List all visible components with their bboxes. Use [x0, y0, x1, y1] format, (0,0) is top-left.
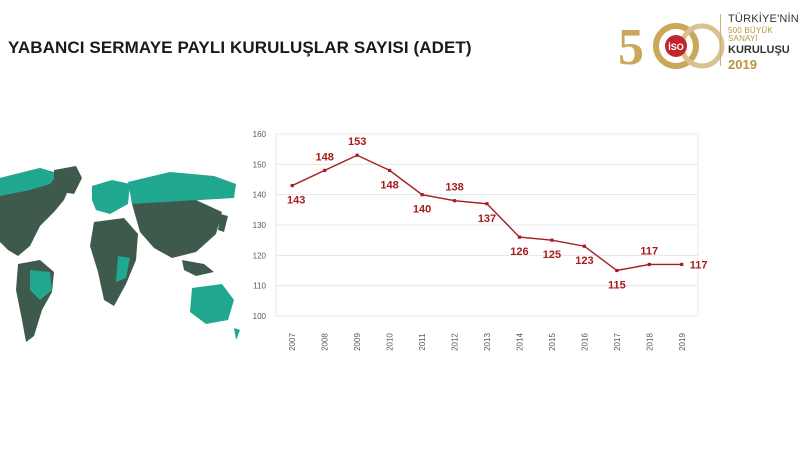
data-label: 143 [287, 195, 305, 207]
logo-text: TÜRKİYE'NİN 500 BÜYÜK SANAYİ KURULUŞU 20… [728, 13, 800, 72]
data-point [290, 183, 294, 188]
iso-500-logo: 5 İSO [618, 19, 725, 76]
map-russia [128, 172, 236, 204]
x-tick-label: 2019 [678, 333, 687, 351]
logo-badge: İSO [668, 42, 684, 52]
logo-ring-2 [679, 23, 725, 69]
map-japan [218, 214, 228, 232]
map-africa [90, 218, 138, 306]
data-label: 126 [510, 246, 528, 258]
map-africa-highlight [116, 256, 130, 282]
data-point [647, 262, 651, 267]
data-label: 140 [413, 204, 431, 216]
data-label: 137 [478, 213, 496, 225]
logo-divider [720, 14, 721, 66]
logo-number-five: 5 [618, 19, 644, 76]
logo-ring-1 [653, 23, 699, 69]
data-point [582, 244, 586, 248]
x-tick-label: 2007 [288, 333, 297, 351]
data-label: 117 [690, 259, 708, 271]
map-se-asia [182, 260, 214, 276]
slide-title: YABANCI SERMAYE PAYLI KURULUŞLAR SAYISI … [8, 38, 472, 57]
data-point [420, 193, 424, 197]
x-tick-label: 2011 [418, 333, 427, 351]
data-point [485, 202, 489, 206]
x-tick-label: 2012 [451, 333, 460, 351]
data-point [323, 168, 327, 172]
logo-line-1: TÜRKİYE'NİN [728, 13, 799, 25]
gridlines [275, 133, 699, 317]
map-new-zealand [234, 328, 240, 340]
data-point [680, 262, 684, 267]
x-tick-label: 2015 [548, 333, 557, 351]
x-tick-label: 2018 [645, 333, 654, 351]
y-tick-label: 100 [253, 312, 267, 321]
data-label: 125 [543, 249, 561, 261]
x-tick-label: 2014 [515, 333, 524, 351]
logo-line-4: 2019 [728, 57, 757, 72]
data-label: 115 [608, 280, 626, 292]
y-axis: 100 110 120 130 140 150 160 [253, 130, 267, 321]
data-label: 138 [445, 182, 463, 194]
x-tick-label: 2008 [321, 333, 330, 351]
data-point [452, 199, 457, 203]
x-tick-label: 2009 [353, 333, 362, 351]
data-label: 153 [348, 136, 366, 148]
x-tick-label: 2013 [483, 333, 492, 351]
data-point [388, 168, 392, 172]
data-label: 123 [575, 255, 593, 267]
y-tick-label: 160 [253, 130, 267, 139]
logo-line-3: KURULUŞU [728, 44, 790, 56]
y-tick-label: 110 [253, 282, 266, 291]
data-point [550, 238, 554, 242]
map-asia [132, 200, 222, 258]
gear-icon [665, 35, 687, 57]
data-label: 117 [640, 245, 658, 257]
y-tick-label: 120 [253, 251, 267, 260]
data-point [615, 268, 619, 273]
map-canada-highlight [0, 168, 58, 196]
map-brazil-highlight [30, 270, 52, 300]
logo-line-2: 500 BÜYÜK SANAYİ [728, 26, 773, 43]
x-axis: 2007 2008 2009 2010 2011 2012 2013 2014 2015 2016… [288, 333, 687, 351]
data-labels: 143 148 153 148 140 138 137 126 125 123 115 117 117 [287, 136, 707, 291]
y-tick-label: 150 [253, 160, 267, 169]
y-tick-label: 130 [253, 221, 267, 230]
x-tick-label: 2016 [580, 333, 589, 351]
data-point [517, 235, 522, 239]
y-tick-label: 140 [253, 191, 267, 200]
map-europe [92, 180, 130, 214]
x-tick-label: 2017 [613, 333, 622, 351]
data-label: 148 [380, 179, 398, 191]
world-map-image [0, 166, 240, 342]
map-australia [190, 284, 234, 324]
data-point [355, 153, 359, 157]
data-label: 148 [316, 151, 334, 163]
series [290, 153, 684, 273]
map-greenland [54, 166, 82, 194]
x-tick-label: 2010 [386, 333, 395, 351]
